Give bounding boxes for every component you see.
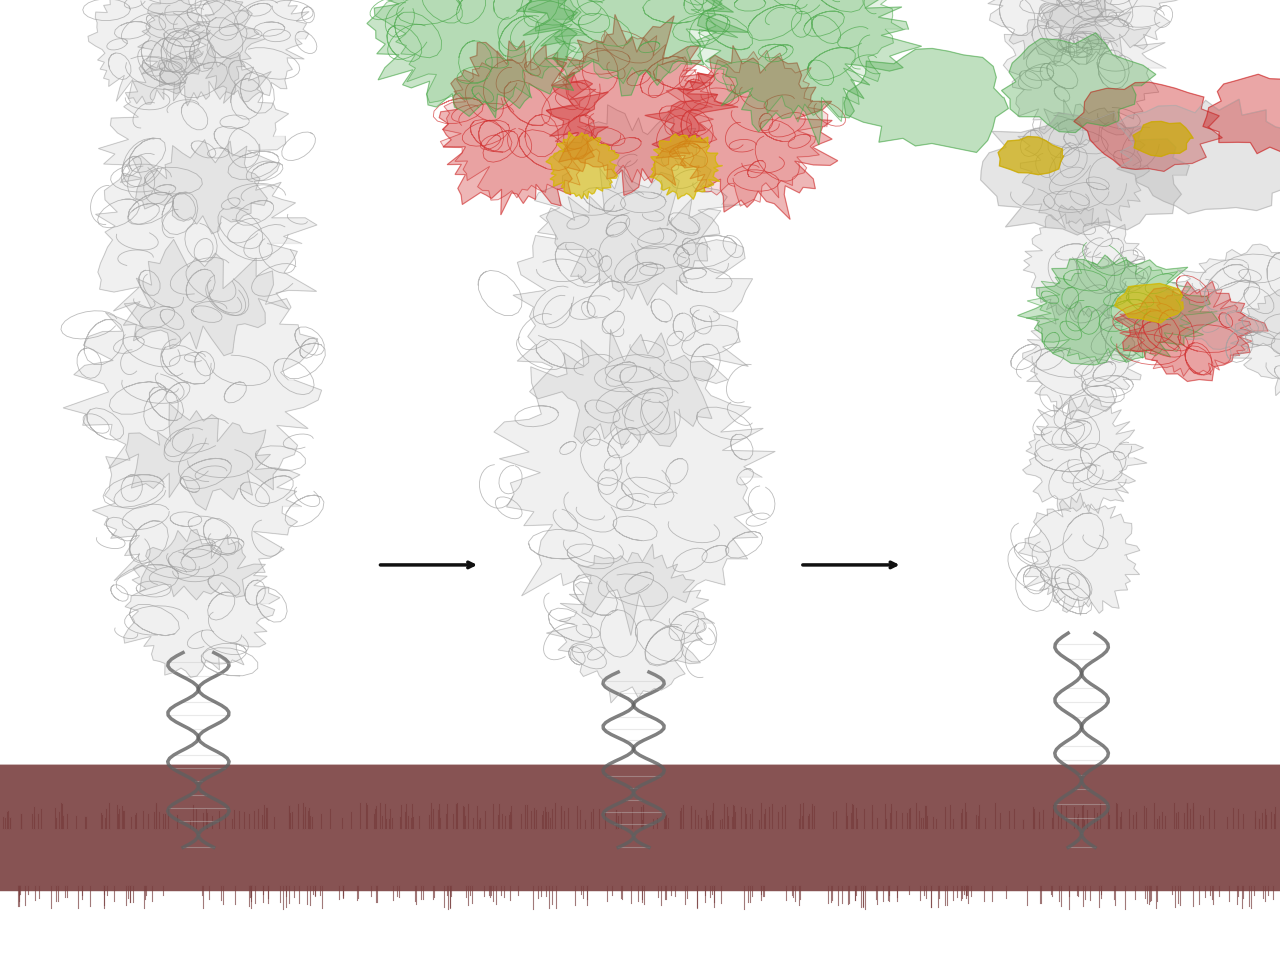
Polygon shape [1115,281,1268,382]
Polygon shape [547,30,718,182]
Polygon shape [375,0,588,112]
Polygon shape [1133,122,1193,157]
Polygon shape [1027,257,1217,363]
Polygon shape [547,131,620,199]
Polygon shape [1019,493,1140,616]
Polygon shape [1120,288,1252,376]
Polygon shape [439,41,608,215]
Polygon shape [645,46,838,219]
Polygon shape [1037,0,1188,64]
Polygon shape [1023,395,1147,513]
Polygon shape [189,0,308,103]
FancyBboxPatch shape [0,765,1280,891]
Polygon shape [698,0,904,122]
Polygon shape [99,46,288,234]
Polygon shape [1115,283,1183,322]
Polygon shape [1018,99,1149,226]
Polygon shape [516,0,769,95]
Polygon shape [124,530,280,677]
Polygon shape [1160,244,1280,356]
Polygon shape [547,15,739,196]
Polygon shape [980,112,1189,235]
Polygon shape [535,105,741,306]
Polygon shape [1116,99,1280,213]
Polygon shape [63,240,321,510]
Polygon shape [494,329,776,635]
Polygon shape [998,136,1064,174]
Polygon shape [978,0,1125,64]
Polygon shape [650,134,722,200]
Polygon shape [844,49,1009,153]
Polygon shape [1023,205,1146,319]
Polygon shape [1203,74,1280,154]
Polygon shape [96,139,317,356]
Polygon shape [138,0,265,106]
Polygon shape [1018,255,1217,365]
Polygon shape [513,169,753,449]
Polygon shape [358,0,577,118]
Polygon shape [698,0,922,145]
Polygon shape [1001,33,1156,132]
Polygon shape [547,544,714,703]
Polygon shape [529,0,737,84]
Polygon shape [1023,303,1142,421]
Polygon shape [1230,280,1280,399]
Polygon shape [88,0,210,104]
Polygon shape [1004,0,1166,145]
Polygon shape [1074,82,1222,171]
Polygon shape [664,51,828,206]
Polygon shape [440,46,596,200]
Polygon shape [92,403,302,600]
